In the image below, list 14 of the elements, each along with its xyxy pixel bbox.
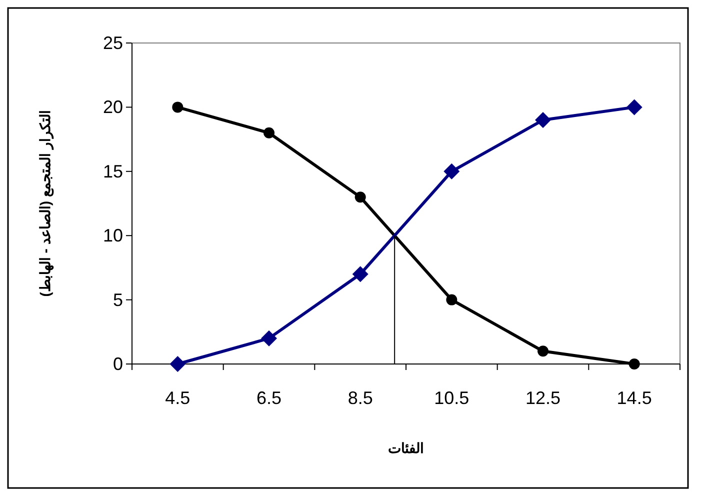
x-tick-label: 4.5 (165, 388, 190, 408)
y-tick-label: 10 (102, 226, 123, 246)
y-tick-label: 15 (102, 161, 123, 182)
x-tick-label: 12.5 (525, 388, 561, 408)
x-tick-label: 6.5 (256, 388, 282, 408)
y-tick-label: 5 (112, 290, 123, 310)
y-tick-label: 20 (102, 97, 123, 118)
y-axis-title: التكرار المتجمع (الصاعد - الهابط) (37, 110, 54, 297)
x-tick-label: 8.5 (348, 388, 373, 408)
x-tick-label: 14.5 (616, 388, 652, 408)
y-tick-label: 0 (112, 354, 123, 374)
x-tick-label: 10.5 (434, 388, 470, 408)
y-tick-label: 25 (102, 33, 123, 53)
x-axis-title: الفئات (388, 440, 424, 456)
